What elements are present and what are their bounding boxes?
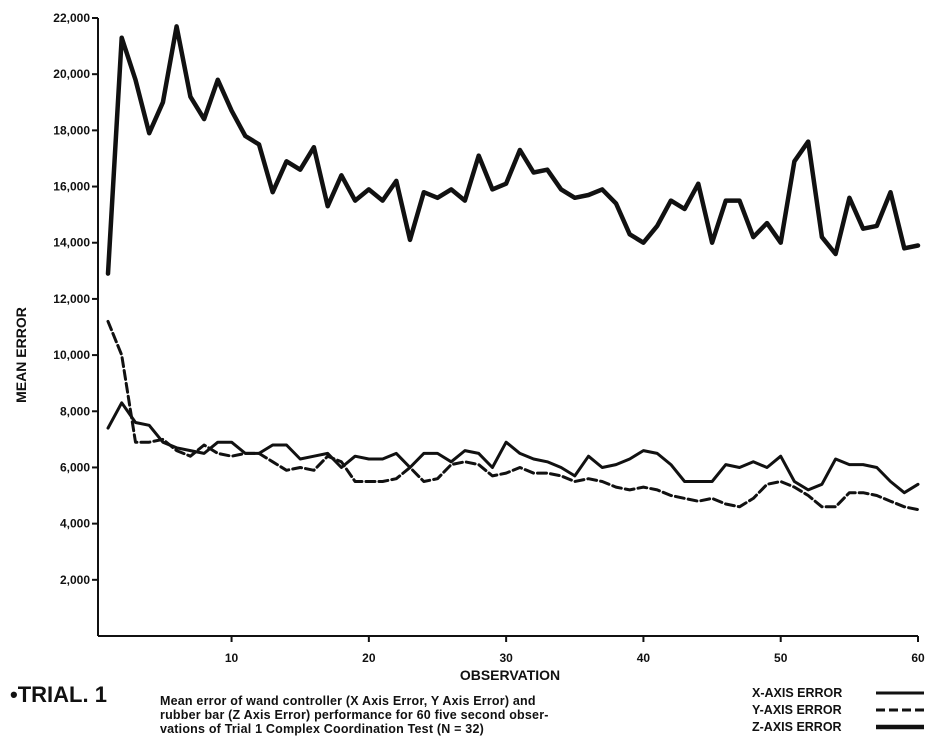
y-tick-label: 14,000 bbox=[53, 236, 90, 250]
axes: 2,000 4,000 6,000 8,000 10,000 12,000 14,000 16… bbox=[53, 11, 925, 665]
y-tick-label: 10,000 bbox=[53, 348, 90, 362]
caption-line: Mean error of wand controller (X Axis Er… bbox=[160, 694, 536, 708]
x-tick-label: 30 bbox=[499, 651, 513, 665]
y-tick-label: 20,000 bbox=[53, 67, 90, 81]
y-tick-label: 8,000 bbox=[60, 404, 90, 418]
legend-label-x-axis-error: X-AXIS ERROR bbox=[752, 686, 842, 700]
caption: Mean error of wand controller (X Axis Er… bbox=[160, 694, 549, 736]
y-tick-label: 22,000 bbox=[53, 11, 90, 25]
x-tick-label: 60 bbox=[911, 651, 925, 665]
legend-label-z-axis-error: Z-AXIS ERROR bbox=[752, 720, 842, 734]
y-axis-title: MEAN ERROR bbox=[13, 307, 29, 403]
y-tick-label: 6,000 bbox=[60, 460, 90, 474]
y-tick-label: 18,000 bbox=[53, 123, 90, 137]
x-tick-label: 40 bbox=[637, 651, 651, 665]
y-tick-label: 16,000 bbox=[53, 180, 90, 194]
legend-label-y-axis-error: Y-AXIS ERROR bbox=[752, 703, 842, 717]
legend: X-AXIS ERROR Y-AXIS ERROR Z-AXIS ERROR bbox=[752, 686, 924, 734]
x-tick-label: 20 bbox=[362, 651, 376, 665]
x-tick-label: 50 bbox=[774, 651, 788, 665]
series-lines bbox=[105, 24, 921, 512]
y-tick-label: 12,000 bbox=[53, 292, 90, 306]
series-line-y-axis-error bbox=[106, 319, 920, 512]
trial-label: •TRIAL. 1 bbox=[10, 682, 107, 707]
caption-line: rubber bar (Z Axis Error) performance fo… bbox=[160, 708, 549, 722]
y-tick-label: 4,000 bbox=[60, 517, 90, 531]
x-axis-title: OBSERVATION bbox=[460, 667, 560, 683]
y-tick-label: 2,000 bbox=[60, 573, 90, 587]
x-tick-label: 10 bbox=[225, 651, 239, 665]
series-line-z-axis-error bbox=[105, 24, 921, 276]
caption-line: vations of Trial 1 Complex Coordination … bbox=[160, 722, 484, 736]
series-line-x-axis-error bbox=[106, 401, 920, 495]
